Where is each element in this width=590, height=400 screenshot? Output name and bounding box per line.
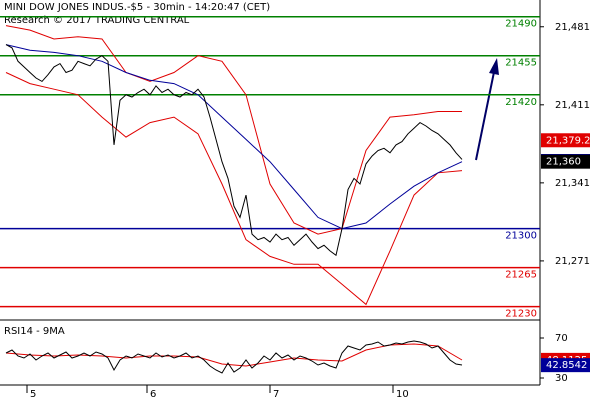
level-label: 21230 xyxy=(505,309,537,320)
y-tick-label: 70 xyxy=(555,333,568,344)
arrow-head xyxy=(489,58,499,75)
x-tick-label: 6 xyxy=(150,389,156,400)
last-value-label: 21,379.2 xyxy=(546,135,590,146)
level-label: 21265 xyxy=(505,270,537,281)
series-line xyxy=(5,44,463,257)
x-tick-label: 5 xyxy=(30,389,36,400)
last-value-tag xyxy=(541,154,590,169)
series-line xyxy=(5,340,463,374)
rsi-title: RSI14 - 9MA xyxy=(4,326,65,337)
x-tick-label: 7 xyxy=(273,389,279,400)
series-line xyxy=(5,44,463,230)
series-line xyxy=(5,25,462,235)
last-value-tag xyxy=(541,133,590,148)
y-tick-label: 21,271 xyxy=(555,256,590,267)
y-tick-label: 21,411 xyxy=(555,100,590,111)
y-tick-label: 21,341 xyxy=(555,178,590,189)
chart-subtitle: Research © 2017 TRADING CENTRAL xyxy=(4,15,190,26)
level-label: 21300 xyxy=(505,231,537,242)
series-line xyxy=(5,343,463,367)
x-tick-label: 10 xyxy=(396,389,409,400)
trend-arrow xyxy=(475,71,495,161)
chart-title: MINI DOW JONES INDUS.-$5 - 30min - 14:20… xyxy=(4,2,270,13)
last-value-tag xyxy=(541,358,590,373)
level-label: 21420 xyxy=(505,97,537,108)
level-label: 21490 xyxy=(505,19,537,30)
last-value-label: 42.8542 xyxy=(546,360,587,371)
y-tick-label: 30 xyxy=(555,373,568,384)
y-tick-label: 21,481 xyxy=(555,22,590,33)
series-line xyxy=(5,72,463,306)
last-value-label: 21,360 xyxy=(546,157,581,168)
level-label: 21455 xyxy=(505,58,537,69)
